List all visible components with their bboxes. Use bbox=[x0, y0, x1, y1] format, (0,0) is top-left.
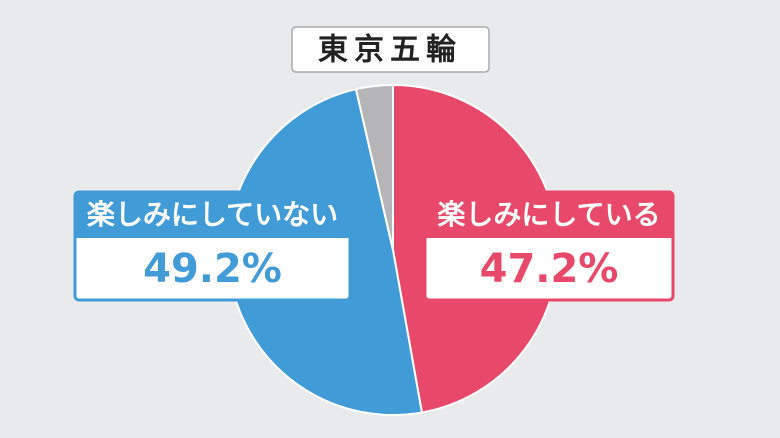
chart-title: 東京五輪 bbox=[318, 33, 462, 68]
label-header bbox=[425, 192, 673, 238]
pie-slice bbox=[354, 83, 394, 251]
value-label: 49.2% bbox=[143, 246, 282, 292]
category-label: 楽しみにしていない bbox=[87, 198, 338, 231]
label-header bbox=[75, 192, 350, 238]
title-box bbox=[291, 26, 490, 73]
value-label: 47.2% bbox=[480, 246, 619, 292]
category-label: 楽しみにしている bbox=[437, 198, 660, 231]
